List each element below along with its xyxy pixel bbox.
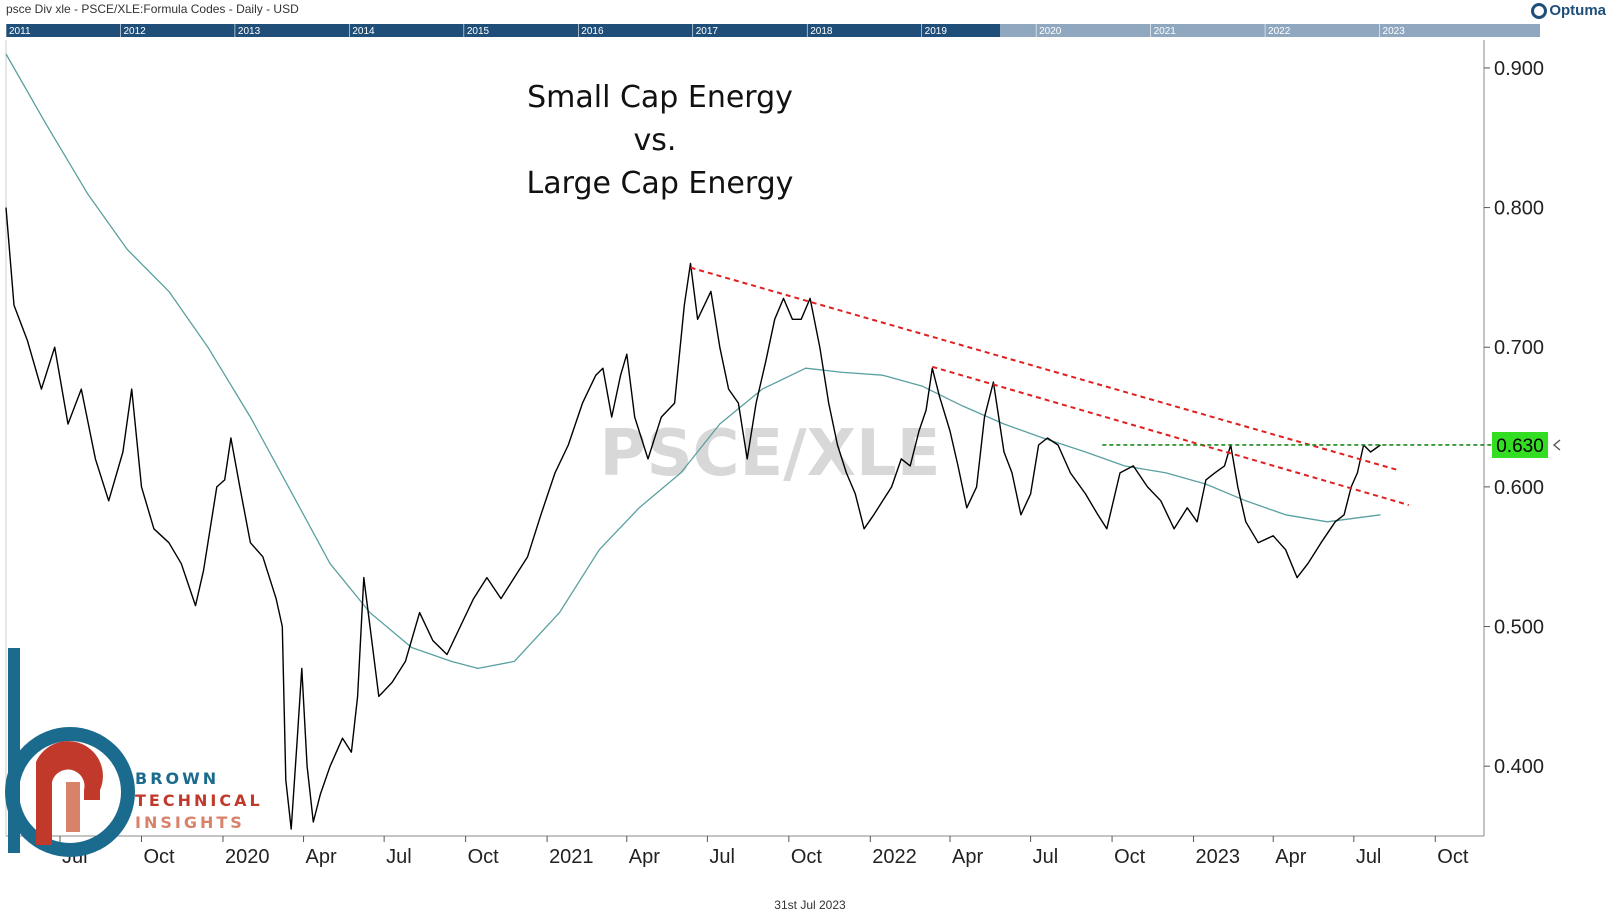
chart-title-line-3: Large Cap Energy [527,166,794,201]
navigator-year-label: 2013 [238,26,261,37]
x-tick-label: Oct [1114,846,1146,868]
resistance-level: 0.630 [1102,431,1561,458]
chart-header-title: psce Div xle - PSCE/XLE:Formula Codes - … [6,2,299,16]
plot-frame [5,40,1485,837]
x-tick-label: Jul [709,846,735,868]
x-tick-label: Jul [1356,846,1382,868]
x-tick-label: Oct [791,846,823,868]
x-tick-label: Jul [1033,846,1059,868]
navigator-year-label: 2011 [9,26,31,37]
x-tick-label: 2022 [872,846,917,868]
y-tick-label: 0.800 [1494,198,1544,220]
x-tick-label: 2021 [549,846,594,868]
navigator-year-label: 2021 [1154,26,1177,37]
x-tick-label: Apr [306,846,337,868]
navigator-year-label: 2017 [696,26,719,37]
logo-wordmark: BROWN TECHNICAL INSIGHTS [135,768,263,834]
trendline [932,365,1410,506]
price-series [5,207,1381,830]
navigator-window[interactable] [1000,24,1540,37]
logo-ring [5,727,135,857]
x-axis[interactable]: Jul Oct 2020 Apr Jul Oct 2021 Apr Jul Oct 2022 Apr J… [59,836,1469,868]
x-tick-label: 2023 [1196,846,1241,868]
brand-name: Optuma [1549,2,1606,19]
brown-technical-insights-logo [5,648,135,857]
y-tick-label: 0.900 [1494,58,1544,80]
brand-logo-icon [1531,2,1548,19]
chart-header: psce Div xle - PSCE/XLE:Formula Codes - … [0,0,1620,22]
chart-title-line-1: Small Cap Energy [527,80,793,115]
level-badge-label: 0.630 [1496,436,1544,457]
chart-title: Small Cap Energy vs. Large Cap Energy [527,80,794,201]
moving-average-line [5,53,1381,670]
logo-word-brown: BROWN [135,769,220,788]
watermark: PSCE/XLE [600,417,941,491]
x-tick-label: Apr [1275,846,1306,868]
navigator-year-label: 2015 [467,26,490,37]
navigator-year-label: 2012 [123,26,146,37]
date-footer: 31st Jul 2023 [774,898,846,912]
price-line [5,207,1381,830]
x-tick-label: Oct [1437,846,1469,868]
trendline [690,266,1399,472]
y-tick-label: 0.600 [1494,477,1544,499]
logo-word-technical: TECHNICAL [135,791,263,810]
navigator-year-label: 2020 [1039,26,1062,37]
x-tick-label: 2020 [225,846,270,868]
brand-logo: Optuma [1531,2,1606,19]
chart-title-line-2: vs. [634,123,677,158]
logo-letter-stem [66,782,80,832]
x-tick-label: Oct [143,846,175,868]
y-axis[interactable]: 0.400 0.500 0.600 0.700 0.800 0.900 [1484,58,1544,778]
navigator-year-label: 2016 [581,26,604,37]
navigator-year-label: 2023 [1383,26,1406,37]
navigator-year-label: 2019 [925,26,948,37]
trendlines [690,266,1410,506]
moving-average-series [5,53,1381,670]
navigator-year-label: 2022 [1268,26,1291,37]
level-badge [1492,431,1548,458]
logo-word-insights: INSIGHTS [135,813,245,832]
x-tick-label: Jul [386,846,412,868]
x-tick-label: Apr [952,846,983,868]
x-tick-label: Oct [468,846,500,868]
time-navigator[interactable]: 2011 2012 2013 2014 2015 2016 2017 2018 2019 2020… [5,24,1540,37]
x-tick-label: Apr [629,846,660,868]
chevron-left-icon[interactable] [1552,439,1561,451]
y-tick-label: 0.400 [1494,756,1544,778]
navigator-year-label: 2018 [810,26,833,37]
y-tick-label: 0.700 [1494,337,1544,359]
logo-letter-icon [36,741,103,845]
y-tick-label: 0.500 [1494,617,1544,639]
navigator-year-label: 2014 [352,26,375,37]
